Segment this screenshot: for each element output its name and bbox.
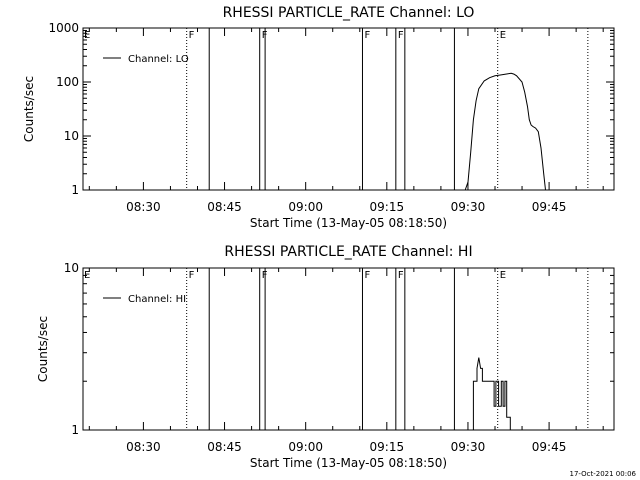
x-tick-label: 08:45 xyxy=(207,440,242,454)
chart-title: RHESSI PARTICLE_RATE Channel: HI xyxy=(224,244,472,260)
event-label: F xyxy=(364,270,370,281)
x-tick-label: 09:30 xyxy=(451,440,486,454)
panel-lo: RHESSI PARTICLE_RATE Channel: LO 1 10 100 10… xyxy=(22,5,615,230)
x-axis-label: Start Time (13-May-05 08:18:50) xyxy=(250,216,447,230)
event-label: F xyxy=(398,30,404,41)
x-tick-label: 08:45 xyxy=(207,200,242,214)
event-label-corner: E xyxy=(84,30,90,41)
footer-timestamp: 17-Oct-2021 00:06 xyxy=(570,470,637,478)
x-tick-label: 09:30 xyxy=(451,200,486,214)
y-axis-label: Counts/sec xyxy=(22,76,36,142)
event-label-corner: E xyxy=(84,270,90,281)
series-line xyxy=(468,357,511,431)
plot-frame xyxy=(82,27,615,191)
x-axis-label: Start Time (13-May-05 08:18:50) xyxy=(250,456,447,470)
x-tick-label: 09:15 xyxy=(370,440,405,454)
event-label: E xyxy=(500,30,506,41)
event-label: E xyxy=(500,270,506,281)
y-tick-label: 1 xyxy=(71,183,79,197)
y-tick-label: 10 xyxy=(64,129,79,143)
y-axis-label: Counts/sec xyxy=(36,316,50,382)
legend-label: Channel: LO xyxy=(128,54,189,65)
x-tick-label: 09:45 xyxy=(532,440,567,454)
y-tick-label: 1 xyxy=(71,423,79,437)
y-tick-label: 10 xyxy=(64,261,79,275)
x-tick-label: 08:30 xyxy=(126,200,161,214)
event-label: F xyxy=(189,30,195,41)
x-tick-label: 09:45 xyxy=(532,200,567,214)
plot-frame xyxy=(82,267,615,431)
event-label: F xyxy=(364,30,370,41)
event-label: F xyxy=(189,270,195,281)
legend-label: Channel: HI xyxy=(128,294,186,305)
y-tick-label: 100 xyxy=(56,75,79,89)
series-line xyxy=(464,72,546,191)
x-tick-label: 09:00 xyxy=(288,200,323,214)
chart-title: RHESSI PARTICLE_RATE Channel: LO xyxy=(223,5,475,21)
panel-hi: RHESSI PARTICLE_RATE Channel: HI 1 10 Count… xyxy=(36,244,615,470)
x-tick-label: 08:30 xyxy=(126,440,161,454)
x-tick-label: 09:00 xyxy=(288,440,323,454)
x-tick-label: 09:15 xyxy=(370,200,405,214)
event-label: F xyxy=(398,270,404,281)
y-tick-label: 1000 xyxy=(48,21,79,35)
